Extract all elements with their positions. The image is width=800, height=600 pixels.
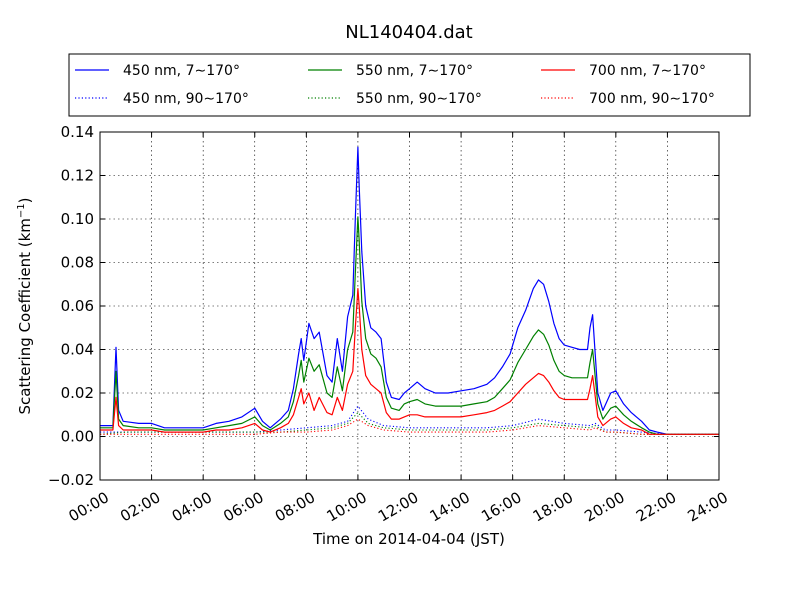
y-axis-label: Scattering Coefficient (km−1) [16, 197, 34, 414]
x-tick-label: 06:00 [220, 488, 266, 525]
y-axis-label-close: ) [16, 197, 34, 203]
x-tick-label: 02:00 [117, 488, 163, 525]
x-tick-label: 00:00 [66, 488, 112, 525]
y-tick-label: 0.04 [61, 341, 94, 359]
legend-label: 700 nm, 7∼170° [589, 63, 706, 79]
axis-ticks: 00:00 02:00 04:00 06:00 08:00 10:00 12:00 14:00… [48, 123, 731, 525]
legend-label: 550 nm, 90∼170° [356, 91, 482, 107]
x-tick-label: 20:00 [581, 488, 627, 525]
x-tick-label: 10:00 [323, 488, 369, 525]
legend-label: 550 nm, 7∼170° [356, 63, 473, 79]
series-line-1 [100, 216, 719, 435]
y-tick-label: 0.14 [61, 123, 94, 141]
y-axis-label-main: Scattering Coefficient (km [16, 218, 34, 414]
series-line-0 [100, 146, 719, 435]
legend-label: 700 nm, 90∼170° [589, 91, 715, 107]
legend: 450 nm, 7∼170° 550 nm, 7∼170° 700 nm, 7∼17… [68, 53, 751, 117]
y-axis-label-sup: −1 [16, 203, 27, 218]
x-tick-label: 16:00 [478, 488, 524, 525]
y-tick-label: 0.06 [61, 297, 94, 315]
legend-label: 450 nm, 7∼170° [123, 63, 240, 79]
x-tick-label: 18:00 [530, 488, 576, 525]
legend-box [68, 53, 751, 117]
x-tick-label: 24:00 [685, 488, 731, 525]
y-tick-label: 0.08 [61, 254, 94, 272]
x-tick-label: 08:00 [272, 488, 318, 525]
y-tick-label: 0.12 [61, 167, 94, 185]
x-tick-label: 04:00 [169, 488, 215, 525]
series-lines [99, 146, 719, 435]
x-tick-label: 22:00 [633, 488, 679, 525]
x-axis-label: Time on 2014-04-04 (JST) [312, 530, 505, 548]
legend-entries: 450 nm, 7∼170° 550 nm, 7∼170° 700 nm, 7∼17… [75, 63, 715, 107]
y-tick-label: 0.00 [61, 428, 94, 446]
x-tick-label: 12:00 [375, 488, 421, 525]
legend-label: 450 nm, 90∼170° [123, 91, 249, 107]
series-line-2 [100, 288, 719, 435]
y-tick-label: 0.02 [61, 384, 94, 402]
chart-title: NL140404.dat [345, 22, 472, 43]
series-line-4 [99, 412, 719, 435]
y-tick-label: 0.10 [61, 210, 94, 228]
x-tick-label: 14:00 [427, 488, 473, 525]
y-tick-label: −0.02 [48, 471, 94, 489]
